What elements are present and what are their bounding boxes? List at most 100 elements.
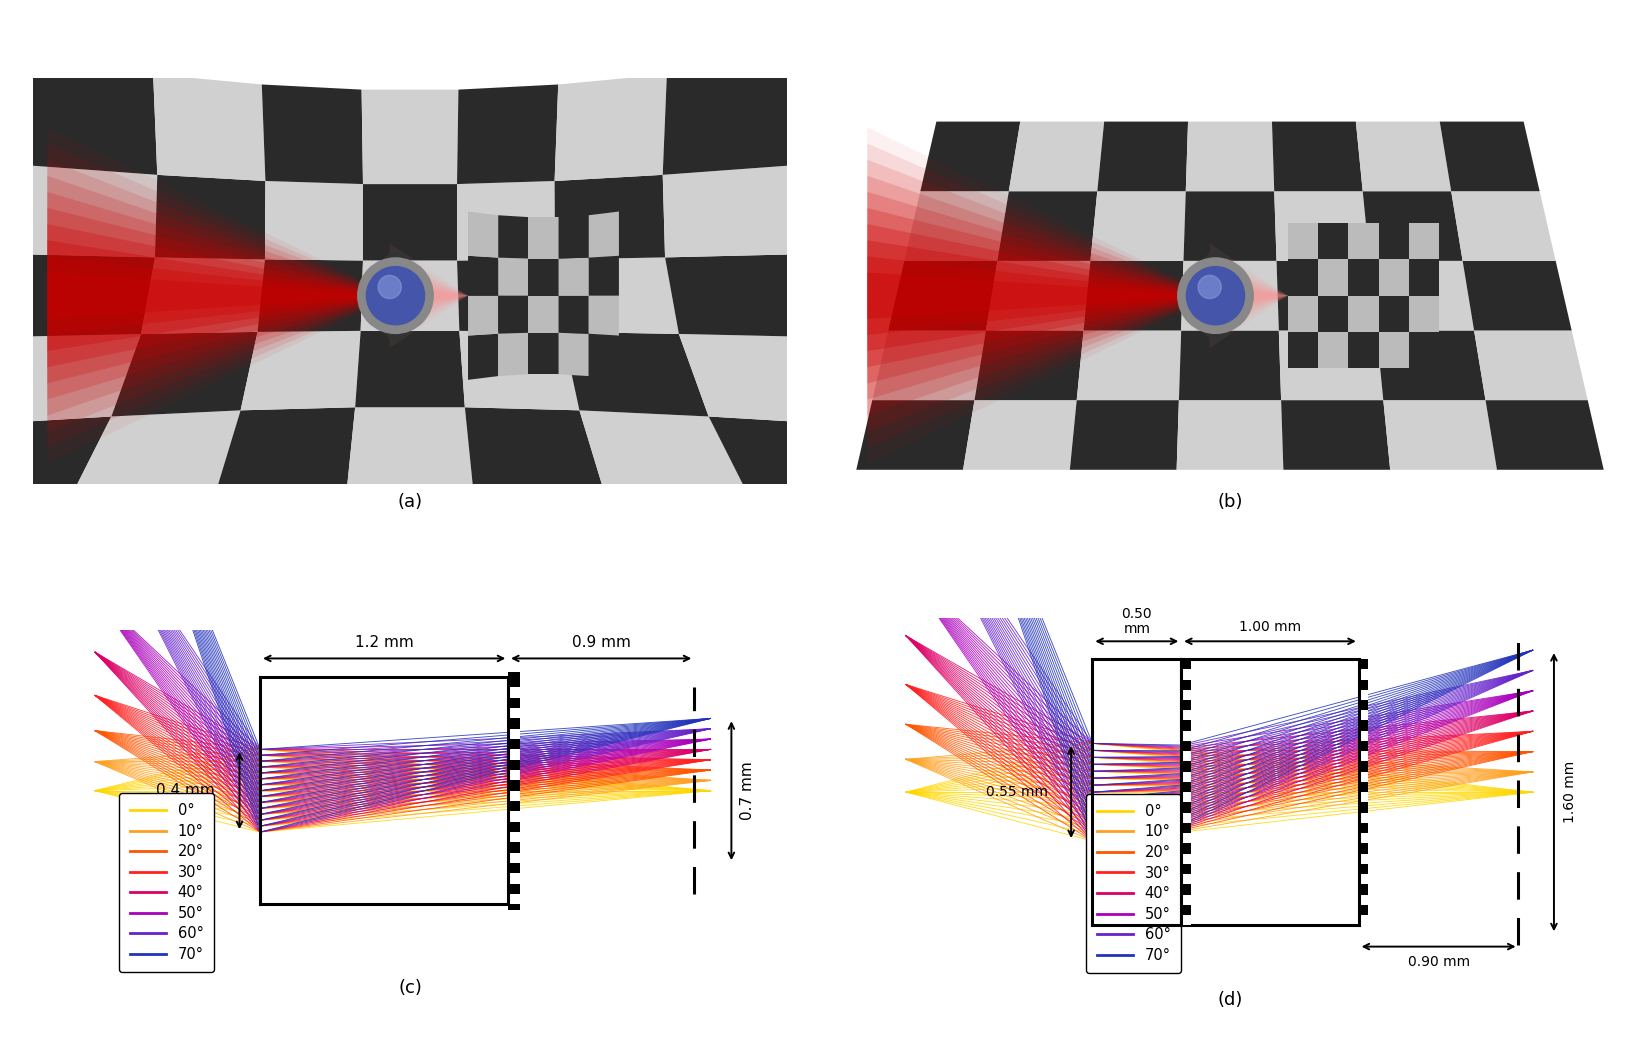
Polygon shape <box>1408 332 1437 368</box>
Polygon shape <box>1408 259 1437 296</box>
Polygon shape <box>1287 332 1318 368</box>
Polygon shape <box>508 729 520 740</box>
Polygon shape <box>48 192 395 400</box>
Polygon shape <box>498 296 528 334</box>
Polygon shape <box>1178 330 1280 400</box>
Polygon shape <box>588 296 618 335</box>
Polygon shape <box>1357 894 1367 905</box>
Polygon shape <box>508 873 520 884</box>
Polygon shape <box>508 724 520 734</box>
Polygon shape <box>464 407 608 507</box>
Polygon shape <box>1180 771 1190 782</box>
Polygon shape <box>1090 191 1185 261</box>
Polygon shape <box>467 334 498 380</box>
Polygon shape <box>1180 833 1190 843</box>
Polygon shape <box>508 806 520 817</box>
Polygon shape <box>508 754 520 765</box>
Polygon shape <box>1287 223 1318 259</box>
Polygon shape <box>867 159 1214 432</box>
Polygon shape <box>1180 762 1190 771</box>
Polygon shape <box>1378 259 1408 296</box>
Polygon shape <box>508 688 520 698</box>
Polygon shape <box>1357 905 1367 915</box>
Polygon shape <box>1378 296 1408 332</box>
Text: 0.7 mm: 0.7 mm <box>739 762 754 820</box>
Polygon shape <box>508 708 520 718</box>
Polygon shape <box>528 259 559 296</box>
Polygon shape <box>508 765 520 776</box>
Polygon shape <box>1077 330 1180 400</box>
Polygon shape <box>508 853 520 863</box>
Polygon shape <box>48 273 395 319</box>
Polygon shape <box>257 260 362 332</box>
Polygon shape <box>528 218 559 259</box>
Circle shape <box>1198 276 1221 298</box>
Polygon shape <box>508 837 520 848</box>
Polygon shape <box>997 191 1096 261</box>
Polygon shape <box>1180 679 1190 690</box>
Polygon shape <box>559 296 588 334</box>
Polygon shape <box>48 127 395 464</box>
Polygon shape <box>152 74 266 181</box>
Polygon shape <box>1357 802 1367 813</box>
Polygon shape <box>346 407 474 502</box>
Polygon shape <box>662 166 795 258</box>
Polygon shape <box>1369 261 1473 330</box>
Polygon shape <box>867 127 1214 464</box>
Polygon shape <box>559 258 588 296</box>
Polygon shape <box>867 143 1214 448</box>
Ellipse shape <box>1195 253 1236 340</box>
Polygon shape <box>867 240 1214 351</box>
Circle shape <box>1183 264 1247 328</box>
Polygon shape <box>1439 122 1539 191</box>
Polygon shape <box>1278 330 1382 400</box>
Polygon shape <box>888 261 997 330</box>
Polygon shape <box>1357 710 1367 720</box>
Text: (a): (a) <box>397 493 423 511</box>
Polygon shape <box>985 261 1090 330</box>
Polygon shape <box>508 713 520 724</box>
Polygon shape <box>1357 864 1367 874</box>
Polygon shape <box>1180 741 1190 751</box>
Polygon shape <box>61 411 241 517</box>
Polygon shape <box>266 181 362 261</box>
Polygon shape <box>1083 261 1183 330</box>
Polygon shape <box>508 749 520 760</box>
Polygon shape <box>1180 854 1190 864</box>
Polygon shape <box>867 273 1214 319</box>
Polygon shape <box>111 332 257 417</box>
Polygon shape <box>1180 843 1190 854</box>
Polygon shape <box>508 790 520 801</box>
Polygon shape <box>1180 813 1190 823</box>
Legend: 0°, 10°, 20°, 30°, 40°, 50°, 60°, 70°: 0°, 10°, 20°, 30°, 40°, 50°, 60°, 70° <box>120 793 213 972</box>
Polygon shape <box>1408 223 1437 259</box>
Polygon shape <box>1357 700 1367 710</box>
Polygon shape <box>1180 915 1190 925</box>
Text: 1.60 mm: 1.60 mm <box>1562 761 1575 823</box>
Polygon shape <box>562 332 708 417</box>
Polygon shape <box>559 215 588 259</box>
Polygon shape <box>1210 243 1287 348</box>
Polygon shape <box>1485 400 1603 470</box>
Polygon shape <box>1462 261 1570 330</box>
Polygon shape <box>1096 122 1187 191</box>
Polygon shape <box>1357 782 1367 793</box>
Polygon shape <box>554 258 679 334</box>
Polygon shape <box>1347 259 1378 296</box>
Polygon shape <box>262 85 362 184</box>
Polygon shape <box>508 734 520 744</box>
Polygon shape <box>390 276 467 315</box>
Polygon shape <box>1185 122 1274 191</box>
Polygon shape <box>508 858 520 868</box>
Polygon shape <box>1272 122 1362 191</box>
Legend: 0°, 10°, 20°, 30°, 40°, 50°, 60°, 70°: 0°, 10°, 20°, 30°, 40°, 50°, 60°, 70° <box>1085 794 1180 973</box>
Polygon shape <box>356 331 464 407</box>
Polygon shape <box>48 240 395 351</box>
Polygon shape <box>508 760 520 770</box>
Polygon shape <box>1347 332 1378 368</box>
Polygon shape <box>1357 793 1367 802</box>
Polygon shape <box>1180 710 1190 720</box>
Polygon shape <box>1180 731 1190 741</box>
Polygon shape <box>867 192 1214 400</box>
Polygon shape <box>508 677 520 688</box>
